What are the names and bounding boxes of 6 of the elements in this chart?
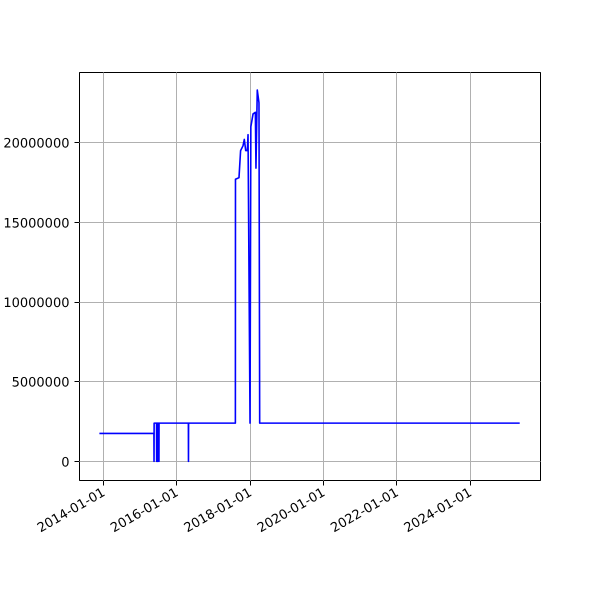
y-tick-label: 5000000 <box>12 376 70 391</box>
y-tick-label: 15000000 <box>3 216 70 232</box>
y-tick-label: 20000000 <box>3 136 70 152</box>
y-tick-label: 10000000 <box>3 296 70 311</box>
line-series <box>98 89 521 462</box>
y-tick-label: 0 <box>61 455 70 470</box>
